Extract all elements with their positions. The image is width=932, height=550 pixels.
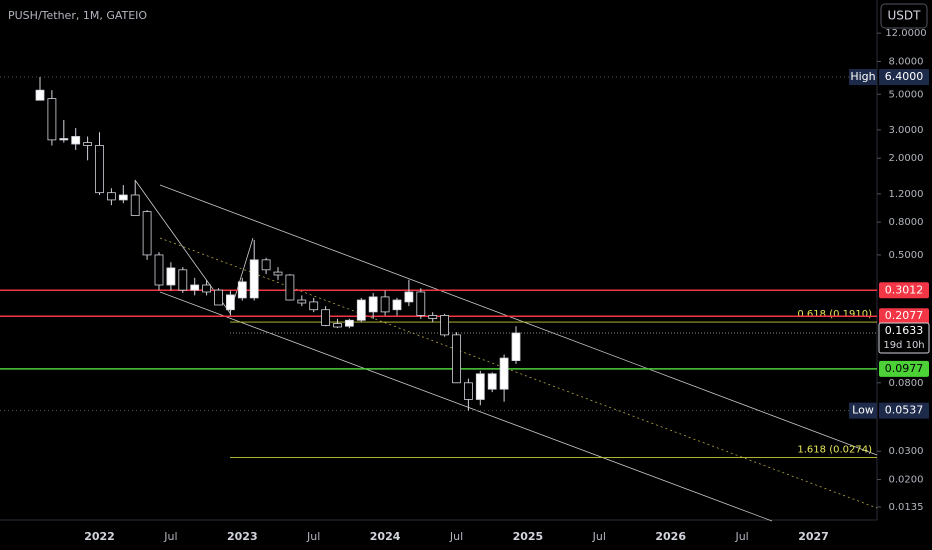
x-tick-label: 2025 xyxy=(513,530,544,543)
x-tick-label: 2026 xyxy=(655,530,686,543)
current-box xyxy=(878,322,930,354)
candle-body xyxy=(487,373,497,390)
candle-body xyxy=(214,289,223,306)
price-tag-box xyxy=(879,282,929,299)
candle-body xyxy=(380,296,390,313)
channel-upper xyxy=(159,184,878,456)
x-tick-label: 2027 xyxy=(798,530,829,543)
price-tag: 0.2077 xyxy=(885,309,924,322)
x-tick-label: 2022 xyxy=(84,530,115,543)
candle-body xyxy=(392,299,402,311)
price-tag-box xyxy=(879,308,929,325)
x-tick-label: Jul xyxy=(449,530,463,543)
y-tick-label: 3.0000 xyxy=(889,125,924,136)
candle-body xyxy=(428,315,438,319)
candle-body xyxy=(404,291,414,303)
y-tick-label: 1.2000 xyxy=(889,189,924,200)
extreme-value-box xyxy=(879,69,929,86)
candle-body xyxy=(178,269,188,291)
candle-body xyxy=(47,98,57,141)
extreme-name: High xyxy=(850,70,875,83)
y-tick-label: 0.0300 xyxy=(889,446,924,457)
extreme-name-box xyxy=(849,402,877,419)
countdown: 19d 10h xyxy=(883,340,924,351)
candle-body xyxy=(237,281,247,299)
candle-body xyxy=(416,291,426,316)
candle-body xyxy=(249,259,259,299)
candle-body xyxy=(499,357,509,390)
x-tick-label: Jul xyxy=(734,530,748,543)
candle-body xyxy=(475,373,485,400)
y-tick-label: 0.0800 xyxy=(889,378,924,389)
fib-label: 0.618 (0.1910) xyxy=(797,309,872,320)
current-price: 0.1633 xyxy=(885,324,924,337)
x-tick-label: 2023 xyxy=(227,530,258,543)
candle-body xyxy=(452,334,461,384)
extreme-value: 0.0537 xyxy=(885,404,924,417)
extreme-value-box xyxy=(879,402,929,419)
chart-title: PUSH/Tether, 1M, GATEIO xyxy=(8,9,147,22)
y-tick-label: 5.0000 xyxy=(889,89,924,100)
y-tick-label: 12.0000 xyxy=(885,28,926,39)
y-tick-label: 0.5000 xyxy=(889,250,924,261)
candle-body xyxy=(344,319,354,327)
candle-body xyxy=(142,211,152,256)
candle-body xyxy=(35,89,45,101)
price-tag-box xyxy=(879,360,929,377)
y-tick-label: 0.0135 xyxy=(889,502,924,513)
candle-body xyxy=(297,299,307,304)
candle-body xyxy=(321,309,331,326)
candle-body xyxy=(309,301,319,311)
extreme-name-box xyxy=(849,69,877,86)
y-tick-label: 8.0000 xyxy=(889,56,924,67)
candle-body xyxy=(356,299,366,321)
candle-body xyxy=(190,284,200,291)
candle-body xyxy=(225,294,235,311)
candle-body xyxy=(202,284,212,293)
currency-button[interactable] xyxy=(880,3,928,29)
candle-body xyxy=(273,271,283,276)
fib-label: 1.618 (0.0274) xyxy=(797,445,872,456)
candle-body xyxy=(511,332,521,361)
price-tag: 0.3012 xyxy=(885,283,924,296)
candle-body xyxy=(333,323,342,328)
x-tick-label: Jul xyxy=(592,530,606,543)
candle-body xyxy=(463,382,473,400)
candle-body xyxy=(118,194,128,201)
y-tick-label: 0.8000 xyxy=(889,217,924,228)
candle-body xyxy=(154,254,164,286)
x-tick-label: Jul xyxy=(163,530,177,543)
candle-body xyxy=(368,296,378,313)
candle-body xyxy=(261,259,271,271)
candle-body xyxy=(166,267,176,286)
candle-body xyxy=(59,138,69,141)
y-tick-label: 2.0000 xyxy=(889,153,924,164)
candle-body xyxy=(130,194,140,216)
extreme-value: 6.4000 xyxy=(885,70,924,83)
candle-body xyxy=(107,192,116,201)
extreme-name: Low xyxy=(852,404,874,417)
candle-body xyxy=(71,136,81,145)
candle-body xyxy=(83,142,92,146)
candle-body xyxy=(285,274,295,301)
y-tick-label: 0.0200 xyxy=(889,475,924,486)
currency-label[interactable]: USDT xyxy=(888,9,922,23)
candle-body xyxy=(95,145,104,194)
channel-lower xyxy=(159,291,773,522)
candle-body xyxy=(440,315,450,336)
price-tag: 0.0977 xyxy=(885,362,924,375)
x-tick-label: 2024 xyxy=(370,530,401,543)
x-tick-label: Jul xyxy=(306,530,320,543)
